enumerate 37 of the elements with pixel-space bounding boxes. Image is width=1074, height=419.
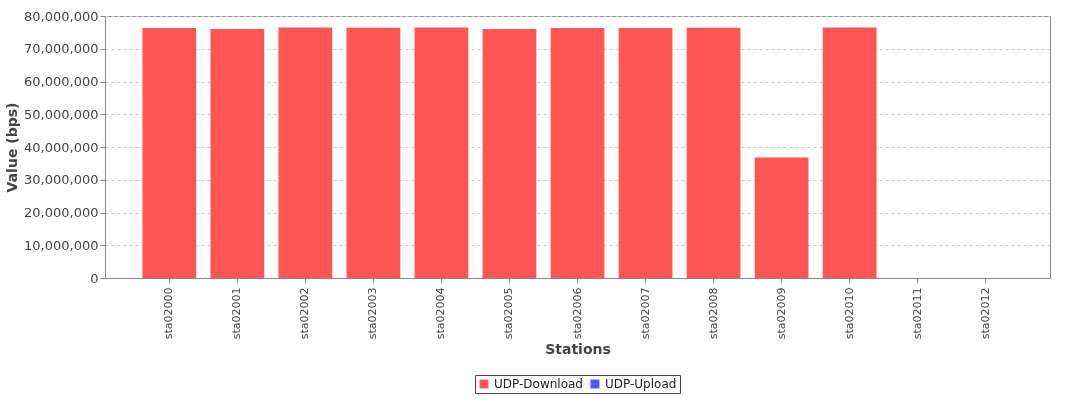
- x-tick-label: sta02008: [706, 287, 720, 340]
- y-tick-label: 40,000,000: [24, 139, 99, 155]
- y-tick-label: 0: [90, 270, 99, 286]
- bar: [550, 28, 605, 278]
- x-tick-label: sta02001: [230, 287, 244, 340]
- y-tick-label: 30,000,000: [24, 172, 99, 188]
- x-axis-title: Stations: [545, 341, 611, 358]
- bar: [346, 27, 401, 278]
- bar: [686, 27, 741, 278]
- bar: [482, 29, 537, 278]
- y-tick-label: 50,000,000: [24, 106, 99, 122]
- bar: [210, 29, 265, 278]
- x-tick-label: sta02010: [842, 287, 856, 340]
- bar: [618, 28, 673, 278]
- y-tick-label: 20,000,000: [24, 205, 99, 220]
- bar: [754, 157, 809, 278]
- x-tick-label: sta02000: [162, 287, 176, 340]
- y-axis-title: Value (bps): [4, 102, 21, 193]
- x-tick-label: sta02006: [570, 287, 584, 340]
- bar: [142, 28, 197, 278]
- x-tick-label: sta02003: [366, 287, 380, 340]
- legend-label: UDP-Upload: [605, 377, 677, 391]
- x-tick-label: sta02002: [298, 287, 312, 340]
- x-tick-label: sta02004: [434, 287, 448, 340]
- y-tick-label: 80,000,000: [24, 8, 99, 24]
- x-tick-label: sta02005: [502, 287, 516, 340]
- legend-label: UDP-Download: [494, 377, 583, 391]
- x-tick-label: sta02007: [638, 287, 652, 340]
- x-tick-label: sta02009: [774, 287, 788, 340]
- y-tick-label: 10,000,000: [24, 237, 99, 253]
- bar: [822, 27, 877, 278]
- y-tick-label: 60,000,000: [24, 74, 99, 89]
- y-tick-label: 70,000,000: [24, 41, 99, 57]
- x-tick-label: sta02012: [978, 287, 992, 340]
- bar: [278, 27, 333, 278]
- bar: [414, 27, 469, 278]
- x-tick-label: sta02011: [910, 287, 924, 340]
